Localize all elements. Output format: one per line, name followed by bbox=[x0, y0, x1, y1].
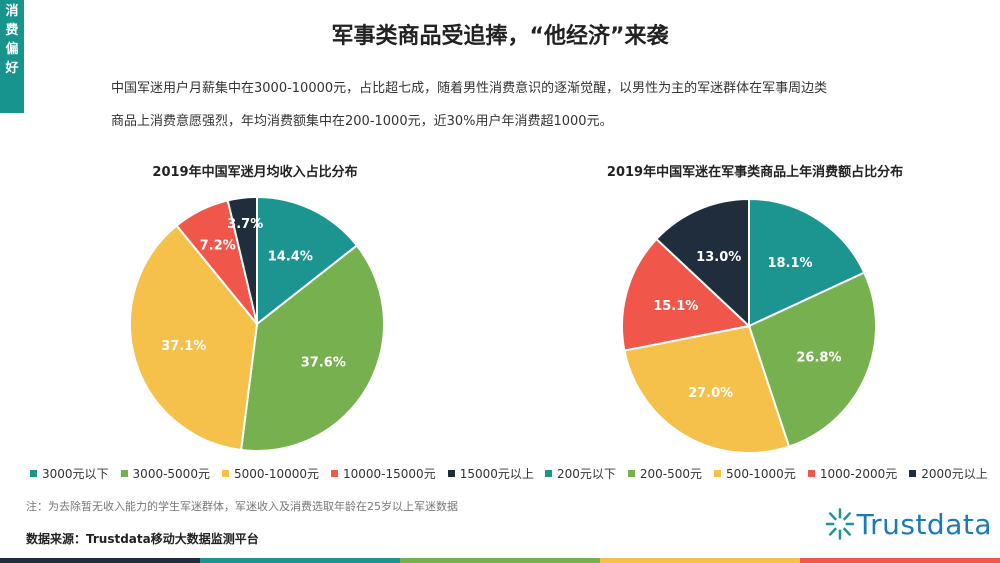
legend-swatch bbox=[447, 470, 455, 477]
legend-swatch bbox=[545, 470, 552, 477]
legend-swatch bbox=[30, 470, 37, 477]
legend-label: 2000元以上 bbox=[921, 467, 988, 481]
legend-label: 200-500元 bbox=[639, 467, 703, 481]
slice-label: 15.1% bbox=[653, 299, 698, 314]
legend-swatch bbox=[807, 470, 815, 477]
legend-swatch bbox=[331, 470, 339, 477]
legend-item: 3000元以下 bbox=[30, 465, 109, 482]
pie-slice bbox=[655, 197, 750, 329]
pie-slice bbox=[747, 271, 877, 448]
legend-income: 3000元以下 3000-5000元 5000-10000元 10000-15000元… bbox=[30, 465, 546, 482]
slice-label: 37.1% bbox=[161, 339, 206, 354]
legend-item: 5000-10000元 bbox=[221, 465, 320, 482]
slice-label: 13.0% bbox=[696, 250, 741, 265]
slice-label: 18.1% bbox=[767, 256, 812, 271]
slice-label: 7.2% bbox=[200, 238, 236, 253]
legend-label: 5000-10000元 bbox=[233, 467, 320, 481]
pie-slice bbox=[129, 224, 259, 452]
footnote: 注：为去除暂无收入能力的学生军迷群体，军迷收入及消费选取年龄在25岁以上军迷数据 bbox=[26, 500, 458, 513]
category-tab-char: 消 bbox=[5, 4, 19, 19]
page-title: 军事类商品受追捧，“他经济”来袭 bbox=[331, 24, 669, 49]
category-tab-char: 费 bbox=[5, 23, 19, 38]
pie-chart-income: 14.4% 37.6% 37.1% 7.2% 3.7% bbox=[129, 195, 385, 452]
chart-title-spending: 2019年中国军迷在军事类商品上年消费额占比分布 bbox=[606, 165, 904, 180]
legend-swatch bbox=[221, 470, 229, 477]
trustdata-logo: Trustdata bbox=[822, 498, 992, 550]
bottom-color-bar bbox=[0, 558, 1000, 563]
legend-label: 500-1000元 bbox=[726, 467, 796, 481]
legend-item: 200元以下 bbox=[545, 465, 616, 482]
bottom-bar-segment bbox=[200, 558, 400, 563]
slice-label: 14.4% bbox=[268, 249, 313, 264]
category-tab: 消 费 偏 好 bbox=[0, 0, 24, 113]
bottom-bar-segment bbox=[600, 558, 800, 563]
legend-swatch bbox=[120, 470, 128, 477]
description-line: 商品上消费意愿强烈，年均消费额集中在200-1000元，近30%用户年消费超10… bbox=[111, 114, 613, 129]
legend-item: 2000元以上 bbox=[909, 465, 988, 482]
bottom-bar-segment bbox=[0, 558, 200, 563]
pie-slice bbox=[623, 324, 791, 454]
pie-chart-spending: 18.1% 26.8% 27.0% 15.1% 13.0% bbox=[621, 197, 877, 454]
legend-item: 200-500元 bbox=[627, 465, 703, 482]
bottom-bar-segment bbox=[800, 558, 1000, 563]
bottom-bar-segment bbox=[400, 558, 600, 563]
legend-label: 1000-2000元 bbox=[819, 467, 898, 481]
legend-swatch bbox=[627, 470, 635, 477]
data-source: 数据来源：Trustdata移动大数据监测平台 bbox=[26, 532, 259, 546]
pie-slice bbox=[621, 237, 752, 352]
pie-slice bbox=[748, 197, 866, 328]
chart-title-income: 2019年中国军迷月均收入占比分布 bbox=[152, 165, 358, 180]
pie-slice bbox=[256, 195, 359, 327]
legend-spending: 200元以下 200-500元 500-1000元 1000-2000元 2000元以上 bbox=[545, 465, 1000, 482]
legend-swatch bbox=[909, 470, 917, 477]
pie-slice bbox=[226, 195, 258, 325]
legend-label: 3000-5000元 bbox=[132, 467, 210, 481]
legend-item: 500-1000元 bbox=[714, 465, 796, 482]
description: 中国军迷用户月薪集中在3000-10000元，占比超七成，随着男性消费意识的逐渐… bbox=[111, 72, 931, 138]
pie-slice bbox=[239, 244, 385, 452]
legend-label: 3000元以下 bbox=[42, 467, 109, 481]
legend-swatch bbox=[714, 470, 722, 477]
category-tab-char: 偏 bbox=[5, 42, 19, 57]
legend-item: 1000-2000元 bbox=[807, 465, 898, 482]
legend-label: 15000元以上 bbox=[459, 467, 534, 481]
slice-label: 27.0% bbox=[688, 386, 733, 401]
legend-label: 10000-15000元 bbox=[343, 467, 436, 481]
slice-label: 3.7% bbox=[227, 217, 263, 232]
description-line: 中国军迷用户月薪集中在3000-10000元，占比超七成，随着男性消费意识的逐渐… bbox=[111, 81, 828, 96]
category-tab-char: 好 bbox=[5, 61, 19, 76]
legend-item: 3000-5000元 bbox=[120, 465, 210, 482]
legend-label: 200元以下 bbox=[557, 467, 616, 481]
logo-text: Trustdata bbox=[856, 507, 992, 541]
logo-burst-icon bbox=[825, 508, 855, 540]
legend-item: 15000元以上 bbox=[447, 465, 534, 482]
slice-label: 37.6% bbox=[301, 356, 346, 371]
slice-label: 26.8% bbox=[796, 350, 841, 365]
legend-item: 10000-15000元 bbox=[331, 465, 436, 482]
